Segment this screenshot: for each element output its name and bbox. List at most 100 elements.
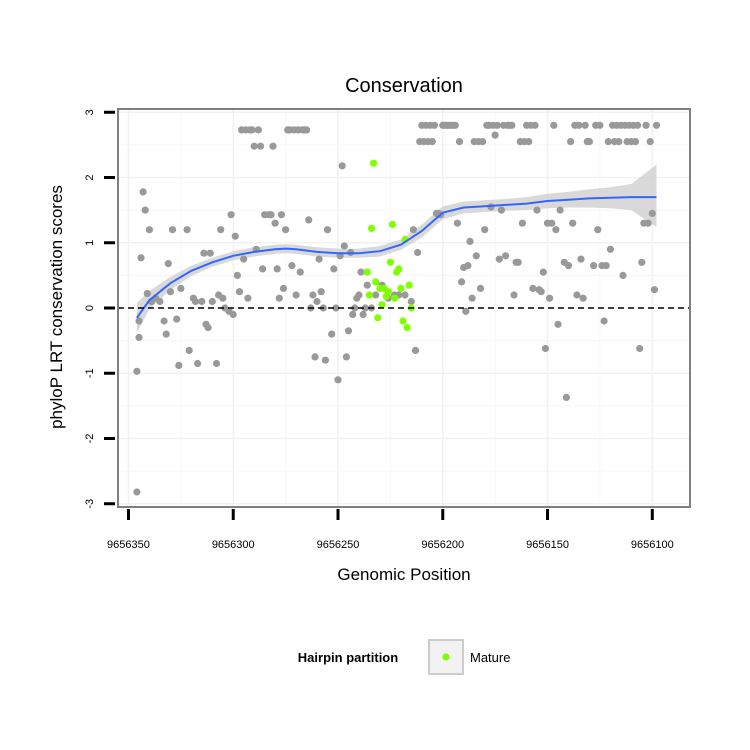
y-axis-title: phyloP LRT conservation scores [47,185,66,429]
hairpin-point [328,330,336,338]
hairpin-point [168,226,177,234]
mature-point [374,314,382,322]
hairpin-point [430,121,438,129]
hairpin-point [133,488,141,496]
hairpin-point [590,262,598,270]
legend-title: Hairpin partition [298,650,398,665]
y-tick-label: -1 [84,368,96,378]
hairpin-point [604,138,612,146]
hairpin-point [317,288,325,296]
mature-point [397,284,405,292]
hairpin-point [135,317,143,325]
hairpin-point [198,297,206,306]
hairpin-point [529,284,537,292]
hairpin-point [409,226,417,234]
hairpin-point [139,188,147,196]
hairpin-point [311,353,319,361]
hairpin-point [453,219,461,227]
hairpin-point [175,361,183,369]
hairpin-point [303,126,311,134]
hairpin-point [277,211,285,219]
hairpin-point [204,324,212,332]
hairpin-point [269,142,277,150]
hairpin-point [458,278,466,286]
hairpin-point [573,291,581,299]
hairpin-point [323,226,332,234]
hairpin-point [602,262,610,270]
hairpin-point [342,353,350,361]
hairpin-point [479,138,487,146]
hairpin-point [166,288,174,296]
hairpin-point [206,249,214,257]
hairpin-point [546,294,554,302]
panel-border [117,108,691,508]
hairpin-point [495,255,503,263]
hairpin-point [208,297,216,306]
mature-point [384,288,392,296]
hairpin-point [156,297,164,306]
legend-marker-mature [442,653,450,661]
hairpin-point [185,346,193,354]
mature-point [391,294,399,302]
hairpin-point [638,258,646,266]
hairpin-point [619,271,627,279]
hairpin-point [451,121,459,129]
hairpin-point [497,206,505,214]
hairpin-point [596,121,604,129]
hairpin-point [508,121,516,129]
mature-point [395,265,403,273]
mature-point [365,291,373,299]
hairpin-point [539,268,547,276]
hairpin-point [143,290,151,298]
hairpin-point [644,219,652,227]
hairpin-point [231,232,239,240]
hairpin-point [359,310,367,319]
hairpin-point [472,252,480,260]
hairpin-point [145,226,153,234]
hairpin-point [462,307,470,315]
x-tick-label: 9656350 [107,539,150,551]
hairpin-point [141,206,149,214]
hairpin-point [227,211,235,219]
hairpin-point [256,142,265,150]
y-tick-label: -3 [84,499,96,509]
plot-panel [117,108,691,508]
hairpin-point [162,330,170,338]
hairpin-point [194,359,202,368]
hairpin-point [428,138,436,146]
hairpin-point [372,291,380,299]
hairpin-point [634,121,642,129]
hairpin-point [259,265,267,273]
hairpin-point [581,121,589,129]
mature-point [399,317,407,325]
hairpin-point [518,219,527,227]
hairpin-point [292,291,300,299]
hairpin-point [248,126,256,134]
hairpin-point [309,291,317,299]
hairpin-point [361,304,369,312]
hairpin-point [531,121,539,129]
x-tick-label: 9656300 [212,539,255,551]
hairpin-point [585,138,594,146]
hairpin-point [321,356,329,364]
hairpin-point [340,242,348,250]
x-tick-label: 9656100 [631,539,674,551]
hairpin-point [313,297,321,306]
hairpin-point [636,344,644,353]
mature-point [386,258,394,266]
hairpin-point [464,262,472,270]
x-tick-label: 9656200 [421,539,464,551]
hairpin-point [606,245,615,253]
hairpin-point [273,265,281,273]
mature-point [405,281,413,289]
hairpin-point [481,226,489,234]
hairpin-point [363,281,371,289]
x-axis: 9656350 9656300 9656250 9656200 9656150 96561… [107,509,674,551]
hairpin-point [349,310,357,319]
hairpin-point [244,294,252,302]
hairpin-point [594,226,602,234]
y-tick-label: 1 [84,240,96,246]
hairpin-point [476,284,485,292]
hairpin-point [254,126,262,134]
